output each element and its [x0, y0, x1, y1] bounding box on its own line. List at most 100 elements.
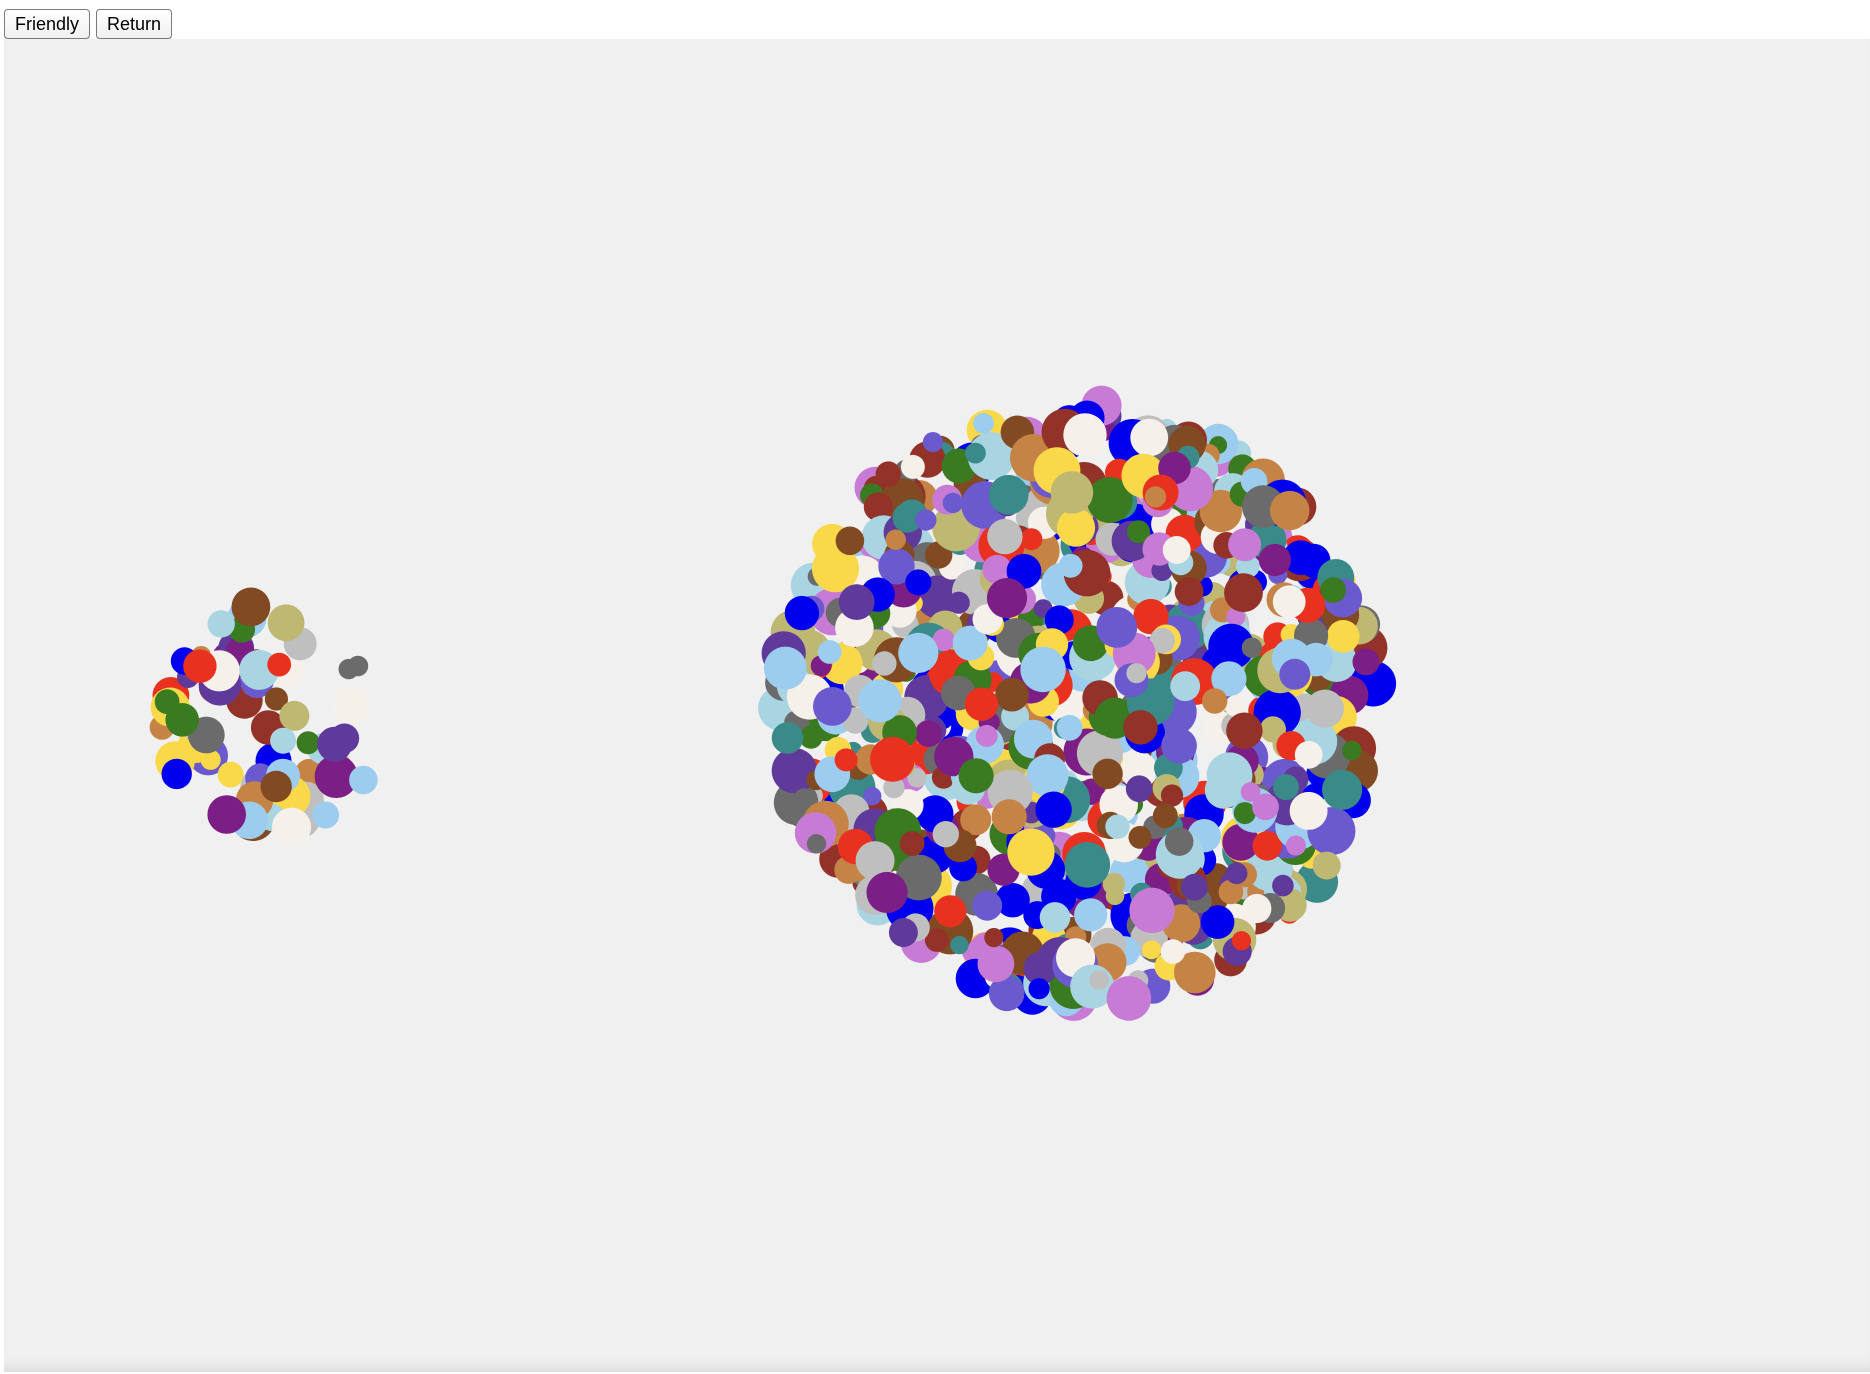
bubble[interactable] — [1152, 803, 1178, 829]
bubble[interactable] — [1283, 540, 1319, 575]
bubble[interactable] — [763, 646, 807, 690]
bubble[interactable] — [1233, 802, 1256, 825]
bubble[interactable] — [1020, 646, 1066, 693]
bubble[interactable] — [817, 640, 842, 664]
bubble[interactable] — [1322, 769, 1363, 810]
bubble[interactable] — [973, 413, 994, 434]
bubble[interactable] — [1174, 577, 1204, 606]
bubble[interactable] — [1144, 486, 1167, 508]
bubble[interactable] — [984, 928, 1004, 948]
bubble[interactable] — [1160, 784, 1184, 807]
bubble[interactable] — [1285, 835, 1306, 856]
bubble[interactable] — [813, 687, 852, 726]
bubble[interactable] — [924, 928, 949, 952]
bubble[interactable] — [1129, 887, 1175, 934]
bubble[interactable] — [947, 591, 970, 614]
bubble[interactable] — [1126, 663, 1147, 684]
bubble[interactable] — [988, 474, 1029, 515]
bubble[interactable] — [855, 841, 895, 881]
bubble[interactable] — [1200, 905, 1235, 939]
bubble[interactable] — [1106, 976, 1152, 1021]
bubble[interactable] — [858, 679, 902, 723]
bubble[interactable] — [977, 945, 1015, 983]
bubble[interactable] — [1231, 931, 1252, 951]
bubble[interactable] — [1228, 528, 1262, 562]
bubble[interactable] — [1240, 782, 1261, 802]
bubble[interactable] — [972, 890, 1003, 921]
bubble[interactable] — [267, 652, 292, 677]
bubble[interactable] — [1130, 418, 1169, 457]
bubble[interactable] — [1312, 851, 1341, 880]
bubble[interactable] — [1056, 508, 1096, 547]
bubble[interactable] — [1272, 585, 1306, 619]
bubble[interactable] — [1105, 886, 1125, 906]
bubble[interactable] — [1252, 793, 1279, 821]
bubble[interactable] — [1058, 553, 1083, 578]
bubble[interactable] — [207, 610, 235, 638]
bubble[interactable] — [960, 804, 992, 836]
large-bubble-cluster[interactable] — [758, 385, 1397, 1021]
bubble[interactable] — [1252, 831, 1283, 861]
bubble[interactable] — [1224, 573, 1263, 613]
bubble[interactable] — [915, 509, 937, 531]
bubble[interactable] — [231, 587, 271, 627]
bubble[interactable] — [1206, 752, 1253, 799]
bubble[interactable] — [915, 720, 942, 747]
bubble[interactable] — [270, 727, 297, 754]
small-bubble-cluster[interactable] — [149, 587, 378, 847]
bubble[interactable] — [260, 770, 292, 803]
bubble[interactable] — [332, 686, 371, 725]
bubble[interactable] — [1161, 728, 1197, 764]
bubble[interactable] — [314, 754, 358, 799]
bubble[interactable] — [834, 748, 858, 772]
bubble[interactable] — [165, 703, 199, 737]
bubble[interactable] — [1028, 978, 1050, 1000]
bubble[interactable] — [1224, 695, 1247, 717]
friendly-button[interactable]: Friendly — [4, 9, 91, 39]
bubble[interactable] — [991, 799, 1027, 835]
return-button[interactable]: Return — [96, 9, 173, 39]
bubble[interactable] — [1056, 714, 1083, 741]
bubble[interactable] — [1123, 710, 1158, 745]
bubble[interactable] — [1128, 825, 1152, 849]
bubble[interactable] — [934, 895, 967, 928]
bubble[interactable] — [1208, 623, 1255, 670]
bubble[interactable] — [1127, 520, 1150, 544]
bubble[interactable] — [899, 831, 925, 856]
bubble[interactable] — [1241, 637, 1263, 658]
bubble[interactable] — [958, 758, 994, 794]
bubble[interactable] — [271, 807, 312, 847]
bubble[interactable] — [1170, 671, 1201, 702]
bubble-svg[interactable] — [4, 39, 1870, 1372]
bubble[interactable] — [975, 724, 998, 747]
bubble[interactable] — [866, 871, 908, 914]
bubble[interactable] — [161, 758, 192, 790]
bubble[interactable] — [1020, 528, 1043, 551]
bubble[interactable] — [312, 801, 340, 829]
bubble[interactable] — [835, 526, 865, 556]
bubble[interactable] — [1258, 543, 1291, 577]
bubble[interactable] — [987, 518, 1023, 555]
bubble[interactable] — [812, 545, 859, 593]
bubble[interactable] — [995, 883, 1030, 918]
bubble[interactable] — [952, 625, 988, 661]
bubble[interactable] — [1174, 951, 1216, 994]
bubble[interactable] — [296, 731, 320, 755]
bubble[interactable] — [1289, 791, 1328, 830]
bubble[interactable] — [878, 548, 915, 585]
bubble[interactable] — [932, 628, 955, 652]
bubble[interactable] — [1105, 814, 1130, 839]
bubble[interactable] — [1222, 823, 1260, 861]
bubble[interactable] — [1125, 775, 1153, 803]
bubble[interactable] — [883, 776, 905, 799]
bubble[interactable] — [1226, 607, 1246, 627]
bubble[interactable] — [794, 788, 813, 807]
bubble[interactable] — [1064, 842, 1111, 888]
bubble[interactable] — [1226, 712, 1263, 749]
bubble[interactable] — [347, 655, 369, 677]
bubble[interactable] — [875, 461, 901, 487]
bubble[interactable] — [1259, 716, 1286, 743]
bubble[interactable] — [995, 677, 1029, 712]
bubble[interactable] — [1142, 940, 1161, 960]
bubble[interactable] — [964, 687, 999, 721]
